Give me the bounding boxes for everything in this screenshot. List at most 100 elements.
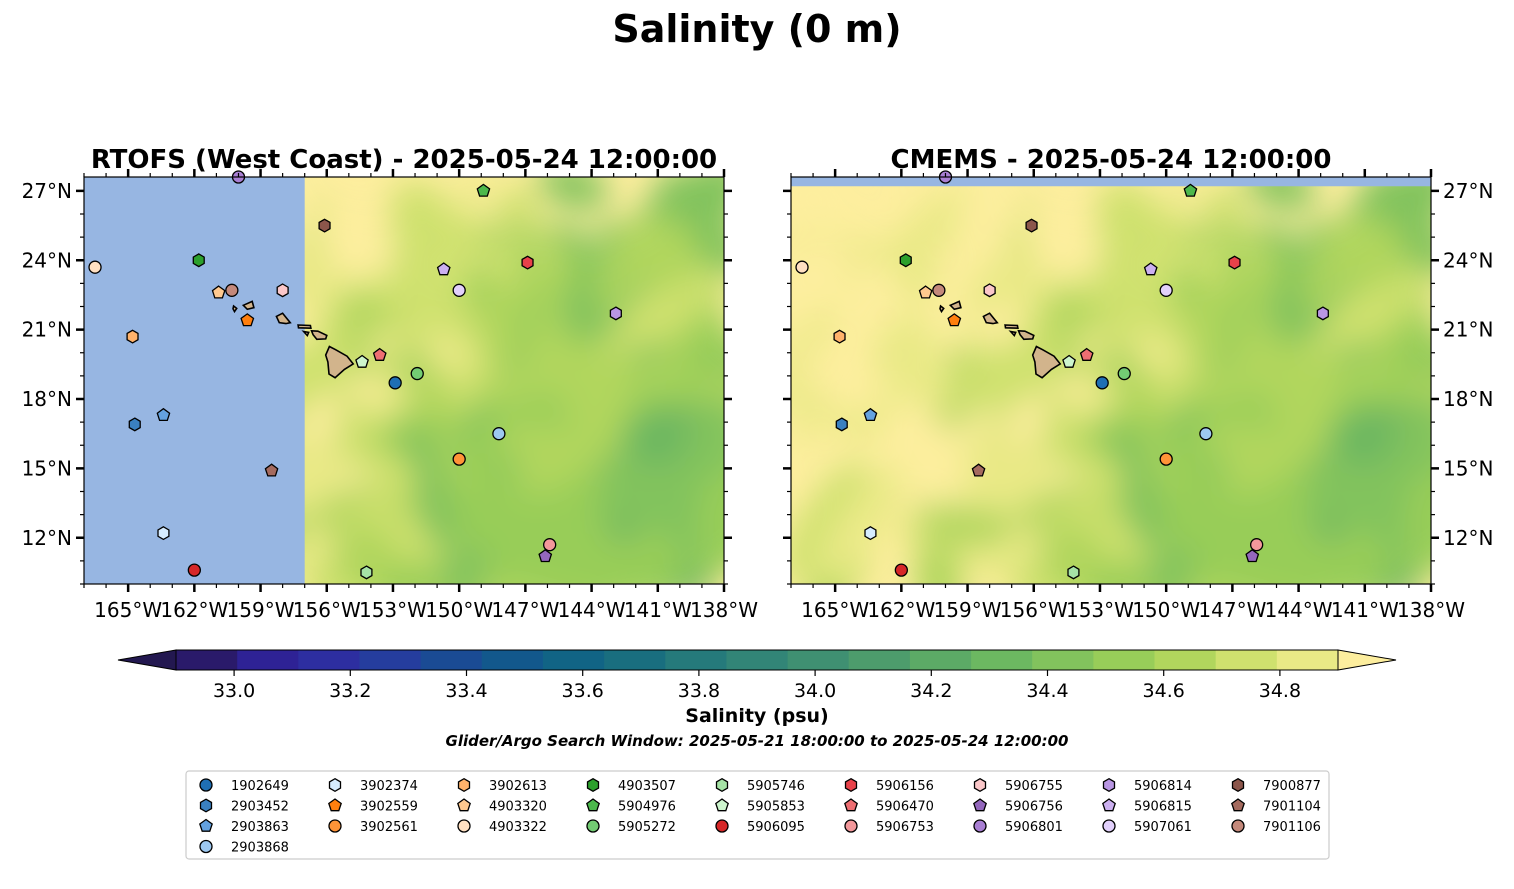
- map-frame-cmems: [790, 176, 1432, 585]
- legend-entries: 1902649 2903452 2903863 2903868 3902374 39025…: [199, 777, 1321, 856]
- legend-marker-4903320: [457, 798, 471, 812]
- lat-tick-label: 18°N: [22, 387, 72, 411]
- lon-tick-label: 144°W: [1265, 598, 1333, 622]
- station-4903322: [795, 260, 809, 274]
- colorbar: 33.0 33.2 33.4 33.6 33.8 34.0 34.2 34.4 34.6 34.8…: [117, 649, 1397, 727]
- salinity-eddy: [320, 204, 396, 280]
- legend-item: 5906756: [973, 798, 1063, 815]
- station-4903322: [88, 260, 102, 274]
- legend-label: 5905746: [747, 779, 805, 794]
- salinity-structures: [791, 177, 1431, 584]
- legend-label: 4903322: [489, 820, 547, 835]
- station-3902559: [947, 313, 962, 327]
- lon-tick-label: 162°W: [867, 598, 935, 622]
- station-5905853: [1062, 354, 1076, 368]
- station-5907061: [452, 283, 466, 297]
- lon-tick-label: 159°W: [227, 598, 295, 622]
- legend-label: 4903320: [489, 800, 547, 815]
- lon-tick-label: 165°W: [94, 598, 162, 622]
- legend-label: 5906814: [1134, 779, 1192, 794]
- colorbar-segment: [359, 650, 422, 670]
- colorbar-segment: [298, 650, 361, 670]
- lon-tick-label: 138°W: [1397, 598, 1465, 622]
- salinity-eddy: [983, 180, 1026, 232]
- island-oahu: [982, 312, 999, 325]
- island-lanai: [301, 330, 310, 338]
- legend-label: 5906156: [876, 779, 934, 794]
- colorbar-tick-label: 34.2: [910, 680, 952, 702]
- legend-marker-5906756: [973, 798, 987, 812]
- legend-marker-5906755: [973, 777, 987, 793]
- legend-item: 5907061: [1102, 819, 1192, 835]
- colorbar-segment: [542, 650, 605, 670]
- salinity-eddy: [626, 528, 682, 584]
- salinity-eddy: [853, 264, 903, 315]
- legend-item: 5906156: [844, 777, 934, 794]
- station-5907061: [1159, 283, 1173, 297]
- salinity-eddy: [809, 184, 889, 245]
- colorbar-ticks: 33.0 33.2 33.4 33.6 33.8 34.0 34.2 34.4 34.6 34.8: [213, 670, 1301, 702]
- lon-tick-label: 150°W: [1132, 598, 1200, 622]
- legend-marker-3902559: [328, 798, 342, 812]
- station-2903863: [156, 407, 171, 422]
- island-oahu: [275, 312, 292, 325]
- lat-tick-label: 21°N: [22, 318, 72, 342]
- station-2903863: [863, 407, 878, 422]
- legend-item: 5906801: [973, 819, 1063, 835]
- salinity-eddy: [420, 331, 476, 374]
- map-panel-cmems: CMEMS - 2025-05-24 12:00:00 165°W162°W15…: [783, 145, 1493, 622]
- station-5906755: [983, 283, 996, 298]
- salinity-eddy: [1171, 259, 1282, 328]
- lon-tick-label: 141°W: [1331, 598, 1399, 622]
- station-3902561: [452, 452, 466, 466]
- legend-label: 3902613: [489, 779, 547, 794]
- colorbar-tick-label: 33.2: [329, 680, 371, 702]
- salinity-eddy: [620, 414, 668, 457]
- legend-item: 4903507: [586, 777, 676, 794]
- salinity-eddy: [290, 348, 367, 423]
- salinity-eddy: [997, 348, 1074, 423]
- station-7901106: [225, 283, 239, 297]
- salinity-eddy: [538, 177, 609, 209]
- colorbar-outline: [175, 649, 1339, 671]
- legend-marker-4903322: [457, 819, 471, 833]
- colorbar-segment: [848, 650, 911, 670]
- legend-marker-7900877: [1231, 777, 1245, 793]
- colorbar-tick-label: 34.4: [1026, 680, 1068, 702]
- station-3902613: [833, 329, 846, 344]
- salinity-eddy: [1395, 395, 1431, 479]
- lat-tick-label: 21°N: [1443, 318, 1493, 342]
- legend-label: 3902561: [360, 820, 418, 835]
- island-lanai: [1008, 330, 1017, 338]
- lat-tick-label: 27°N: [1443, 179, 1493, 203]
- salinity-eddy: [459, 177, 488, 231]
- lon-tick-label: 159°W: [934, 598, 1002, 622]
- lat-tick-label: 18°N: [1443, 387, 1493, 411]
- legend-marker-5905272: [586, 819, 600, 833]
- salinity-eddy: [688, 395, 724, 479]
- lat-tick-label: 27°N: [22, 179, 72, 203]
- salinity-eddy: [1005, 240, 1069, 288]
- station-5906756: [538, 549, 553, 563]
- coastline-cmems: [939, 300, 1062, 379]
- salinity-eddy: [554, 338, 638, 453]
- legend-item: 3902559: [328, 798, 418, 815]
- salinity-eddy: [1387, 325, 1431, 376]
- legend-marker-5905746: [715, 777, 729, 793]
- station-5906470: [372, 347, 387, 361]
- salinity-eddy: [1166, 177, 1195, 231]
- colorbar-tick-label: 34.8: [1259, 680, 1301, 702]
- island-molokai: [297, 324, 312, 330]
- legend-marker-5906801: [973, 819, 987, 833]
- colorbar-extend-high: [1337, 649, 1397, 671]
- legend-marker-3902374: [328, 777, 342, 793]
- lat-tick-label: 12°N: [1443, 526, 1493, 550]
- station-2903452: [128, 417, 141, 432]
- salinity-eddy: [1139, 215, 1194, 266]
- colorbar-segment: [665, 650, 728, 670]
- salinity-eddy: [872, 314, 938, 386]
- lon-tick-label: 165°W: [801, 598, 869, 622]
- salinity-eddy: [597, 219, 647, 313]
- axis-ticks-rtofs: 165°W162°W159°W156°W153°W150°W147°W144°W…: [22, 169, 758, 622]
- salinity-eddy: [1027, 204, 1103, 280]
